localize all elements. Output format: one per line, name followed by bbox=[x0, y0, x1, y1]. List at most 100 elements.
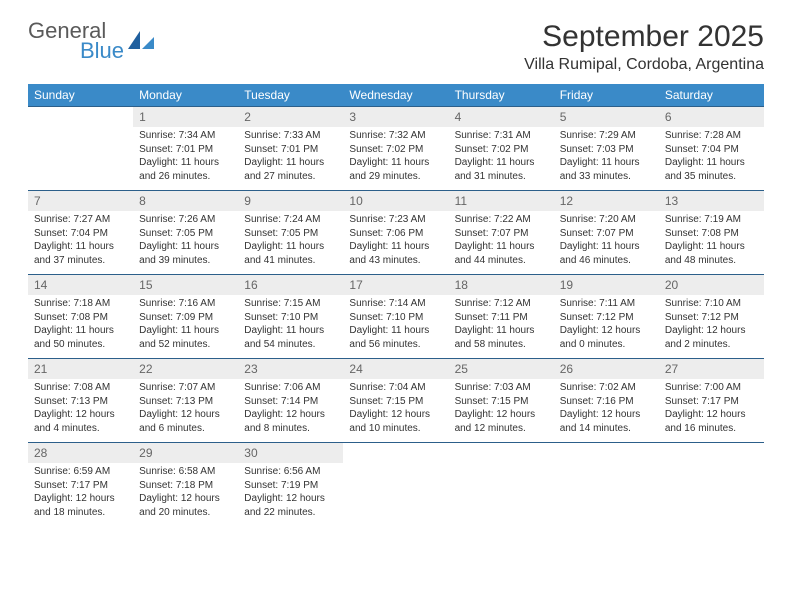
day-number: 11 bbox=[449, 191, 554, 211]
calendar-day-cell: 24Sunrise: 7:04 AMSunset: 7:15 PMDayligh… bbox=[343, 359, 448, 443]
calendar-day-cell: 1Sunrise: 7:34 AMSunset: 7:01 PMDaylight… bbox=[133, 107, 238, 191]
day-daylight1: Daylight: 12 hours bbox=[244, 408, 337, 422]
day-sunrise: Sunrise: 7:12 AM bbox=[455, 297, 548, 311]
calendar-day-cell: 12 Sunrise: 7:20 AMSunset: 7:07 PMDayligh… bbox=[554, 191, 659, 275]
day-sunset: Sunset: 7:02 PM bbox=[455, 143, 548, 157]
calendar-day-cell: 17Sunrise: 7:14 AMSunset: 7:10 PMDayligh… bbox=[343, 275, 448, 359]
calendar-week-row: 1Sunrise: 7:34 AMSunset: 7:01 PMDaylight… bbox=[28, 107, 764, 191]
day-daylight1: Daylight: 12 hours bbox=[665, 408, 758, 422]
day-daylight1: Daylight: 11 hours bbox=[455, 240, 548, 254]
calendar-week-row: 28Sunrise: 6:59 AMSunset: 7:17 PMDayligh… bbox=[28, 443, 764, 527]
weekday-header: Wednesday bbox=[343, 84, 448, 107]
day-sunset: Sunset: 7:02 PM bbox=[349, 143, 442, 157]
day-sunset: Sunset: 7:10 PM bbox=[349, 311, 442, 325]
calendar-day-cell: 7Sunrise: 7:27 AMSunset: 7:04 PMDaylight… bbox=[28, 191, 133, 275]
day-number: 12 bbox=[554, 191, 659, 211]
calendar-table: Sunday Monday Tuesday Wednesday Thursday… bbox=[28, 84, 764, 526]
day-daylight2: and 43 minutes. bbox=[349, 254, 442, 268]
day-daylight2: and 52 minutes. bbox=[139, 338, 232, 352]
day-sunrise: Sunrise: 7:03 AM bbox=[455, 381, 548, 395]
calendar-day-cell bbox=[449, 443, 554, 527]
calendar-day-cell: 16Sunrise: 7:15 AMSunset: 7:10 PMDayligh… bbox=[238, 275, 343, 359]
day-sunrise: Sunrise: 7:07 AM bbox=[139, 381, 232, 395]
day-sunset: Sunset: 7:12 PM bbox=[560, 311, 653, 325]
day-daylight1: Daylight: 11 hours bbox=[560, 240, 653, 254]
calendar-day-cell: 3Sunrise: 7:32 AMSunset: 7:02 PMDaylight… bbox=[343, 107, 448, 191]
weekday-header-row: Sunday Monday Tuesday Wednesday Thursday… bbox=[28, 84, 764, 107]
calendar-day-cell: 19Sunrise: 7:11 AMSunset: 7:12 PMDayligh… bbox=[554, 275, 659, 359]
calendar-day-cell: 13Sunrise: 7:19 AMSunset: 7:08 PMDayligh… bbox=[659, 191, 764, 275]
day-number: 6 bbox=[659, 107, 764, 127]
location-text: Villa Rumipal, Cordoba, Argentina bbox=[524, 56, 764, 74]
calendar-day-cell: 18Sunrise: 7:12 AMSunset: 7:11 PMDayligh… bbox=[449, 275, 554, 359]
page-title: September 2025 bbox=[524, 20, 764, 54]
day-sunset: Sunset: 7:19 PM bbox=[244, 479, 337, 493]
weekday-header: Tuesday bbox=[238, 84, 343, 107]
day-sunset: Sunset: 7:11 PM bbox=[455, 311, 548, 325]
day-number: 10 bbox=[343, 191, 448, 211]
calendar-day-cell bbox=[28, 107, 133, 191]
day-number: 15 bbox=[133, 275, 238, 295]
day-sunrise: Sunrise: 7:31 AM bbox=[455, 129, 548, 143]
day-daylight1: Daylight: 12 hours bbox=[560, 408, 653, 422]
day-daylight2: and 4 minutes. bbox=[34, 422, 127, 436]
day-daylight2: and 8 minutes. bbox=[244, 422, 337, 436]
day-daylight2: and 41 minutes. bbox=[244, 254, 337, 268]
day-daylight2: and 20 minutes. bbox=[139, 506, 232, 520]
day-sunset: Sunset: 7:14 PM bbox=[244, 395, 337, 409]
calendar-day-cell: 9Sunrise: 7:24 AMSunset: 7:05 PMDaylight… bbox=[238, 191, 343, 275]
day-number: 25 bbox=[449, 359, 554, 379]
day-daylight2: and 6 minutes. bbox=[139, 422, 232, 436]
day-sunrise: Sunrise: 6:56 AM bbox=[244, 465, 337, 479]
calendar-week-row: 14Sunrise: 7:18 AMSunset: 7:08 PMDayligh… bbox=[28, 275, 764, 359]
day-daylight2: and 29 minutes. bbox=[349, 170, 442, 184]
day-sunset: Sunset: 7:17 PM bbox=[34, 479, 127, 493]
calendar-day-cell: 15Sunrise: 7:16 AMSunset: 7:09 PMDayligh… bbox=[133, 275, 238, 359]
day-number: 26 bbox=[554, 359, 659, 379]
day-daylight2: and 26 minutes. bbox=[139, 170, 232, 184]
day-daylight1: Daylight: 12 hours bbox=[665, 324, 758, 338]
day-number: 7 bbox=[28, 191, 133, 211]
calendar-day-cell bbox=[659, 443, 764, 527]
day-number: 5 bbox=[554, 107, 659, 127]
day-daylight1: Daylight: 11 hours bbox=[244, 156, 337, 170]
day-sunset: Sunset: 7:01 PM bbox=[139, 143, 232, 157]
calendar-day-cell: 29Sunrise: 6:58 AMSunset: 7:18 PMDayligh… bbox=[133, 443, 238, 527]
calendar-day-cell: 5Sunrise: 7:29 AMSunset: 7:03 PMDaylight… bbox=[554, 107, 659, 191]
weekday-header: Thursday bbox=[449, 84, 554, 107]
day-daylight1: Daylight: 12 hours bbox=[455, 408, 548, 422]
day-daylight2: and 18 minutes. bbox=[34, 506, 127, 520]
day-sunrise: Sunrise: 7:00 AM bbox=[665, 381, 758, 395]
calendar-day-cell: 23Sunrise: 7:06 AMSunset: 7:14 PMDayligh… bbox=[238, 359, 343, 443]
day-sunset: Sunset: 7:05 PM bbox=[244, 227, 337, 241]
day-daylight1: Daylight: 12 hours bbox=[349, 408, 442, 422]
weekday-header: Sunday bbox=[28, 84, 133, 107]
day-daylight2: and 14 minutes. bbox=[560, 422, 653, 436]
day-sunset: Sunset: 7:01 PM bbox=[244, 143, 337, 157]
day-sunset: Sunset: 7:05 PM bbox=[139, 227, 232, 241]
day-sunset: Sunset: 7:16 PM bbox=[560, 395, 653, 409]
day-sunset: Sunset: 7:07 PM bbox=[560, 227, 653, 241]
day-daylight2: and 54 minutes. bbox=[244, 338, 337, 352]
header: General Blue September 2025 Villa Rumipa… bbox=[28, 20, 764, 74]
weekday-header: Saturday bbox=[659, 84, 764, 107]
day-number: 20 bbox=[659, 275, 764, 295]
day-number: 13 bbox=[659, 191, 764, 211]
day-sunrise: Sunrise: 7:22 AM bbox=[455, 213, 548, 227]
brand-logo: General Blue bbox=[28, 20, 154, 62]
calendar-day-cell bbox=[343, 443, 448, 527]
day-number: 4 bbox=[449, 107, 554, 127]
day-daylight2: and 2 minutes. bbox=[665, 338, 758, 352]
day-number: 9 bbox=[238, 191, 343, 211]
day-sunrise: Sunrise: 7:20 AM bbox=[560, 213, 653, 227]
day-sunset: Sunset: 7:13 PM bbox=[34, 395, 127, 409]
day-sunset: Sunset: 7:15 PM bbox=[455, 395, 548, 409]
calendar-day-cell: 27Sunrise: 7:00 AMSunset: 7:17 PMDayligh… bbox=[659, 359, 764, 443]
calendar-day-cell: 21Sunrise: 7:08 AMSunset: 7:13 PMDayligh… bbox=[28, 359, 133, 443]
day-daylight2: and 16 minutes. bbox=[665, 422, 758, 436]
day-number: 28 bbox=[28, 443, 133, 463]
day-daylight2: and 44 minutes. bbox=[455, 254, 548, 268]
day-number: 1 bbox=[133, 107, 238, 127]
day-number: 21 bbox=[28, 359, 133, 379]
day-number: 3 bbox=[343, 107, 448, 127]
